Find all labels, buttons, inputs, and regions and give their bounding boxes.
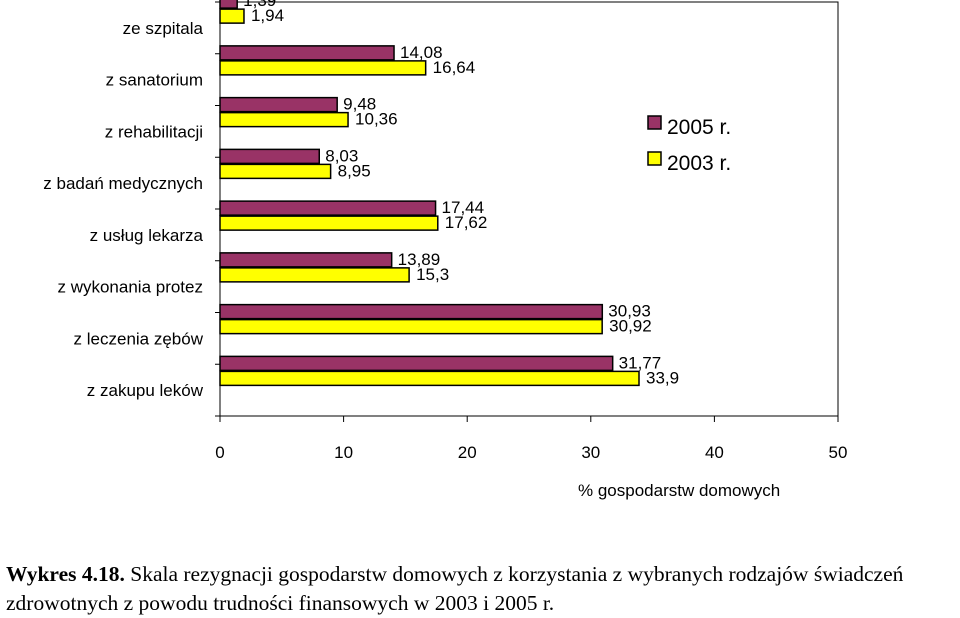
bar xyxy=(219,111,349,128)
caption-number: Wykres 4.18. xyxy=(6,562,125,586)
legend-label-2005: 2005 r. xyxy=(667,116,731,139)
data-label: 31,77 xyxy=(619,353,662,372)
category-label: z zakupu leków xyxy=(87,381,204,400)
category-label: z rehabilitacji xyxy=(105,122,203,141)
bar xyxy=(219,252,393,268)
legend-label-2003: 2003 r. xyxy=(667,152,731,175)
bar xyxy=(219,303,604,320)
legend: 2005 r. 2003 r. xyxy=(647,115,731,175)
bar xyxy=(219,96,338,113)
x-tick-label: 30 xyxy=(581,443,600,462)
x-tick-label: 40 xyxy=(705,443,724,462)
bar xyxy=(219,8,245,24)
data-label: 1,39 xyxy=(243,0,276,10)
bar xyxy=(219,267,410,283)
legend-swatch-2005 xyxy=(647,115,662,130)
category-label: z usług lekarza xyxy=(90,226,204,245)
legend-swatch-2003 xyxy=(647,151,662,166)
category-label: z sanatorium xyxy=(106,71,203,90)
x-axis-label: % gospodarstw domowych xyxy=(578,481,780,500)
bar xyxy=(219,318,603,335)
axis-layer: ze szpitala z sanatorium z rehabilitacji z … xyxy=(43,1,848,462)
figure-caption: Wykres 4.18. Skala rezygnacji gospodarst… xyxy=(6,560,956,618)
bar xyxy=(219,370,640,387)
bar xyxy=(219,45,395,61)
x-tick-label: 50 xyxy=(829,443,848,462)
data-label: 33,9 xyxy=(646,368,679,387)
data-label: 30,93 xyxy=(608,302,651,321)
data-label: 14,08 xyxy=(400,43,443,62)
data-label: 17,62 xyxy=(445,213,488,232)
data-label: 16,64 xyxy=(433,58,476,77)
data-label: 9,48 xyxy=(343,95,376,114)
bar xyxy=(219,0,238,9)
data-label: 15,3 xyxy=(416,265,449,284)
bar xyxy=(219,200,437,216)
caption-text: Skala rezygnacji gospodarstw domowych z … xyxy=(6,562,904,615)
category-label: z leczenia zębów xyxy=(74,329,204,348)
data-label: 30,92 xyxy=(609,317,652,336)
data-label: 13,89 xyxy=(398,250,441,269)
bar xyxy=(219,60,427,76)
x-tick-label: 0 xyxy=(215,443,224,462)
bars-layer xyxy=(219,0,640,387)
x-tick-label: 20 xyxy=(458,443,477,462)
bar xyxy=(219,355,614,372)
category-label: ze szpitala xyxy=(123,19,204,38)
bar xyxy=(219,215,439,231)
data-label: 8,03 xyxy=(325,146,358,165)
category-label: z wykonania protez xyxy=(57,278,203,297)
category-label: z badań medycznych xyxy=(43,174,203,193)
data-label: 10,36 xyxy=(355,110,398,129)
bar xyxy=(219,148,321,165)
data-label: 1,94 xyxy=(251,6,284,25)
x-tick-label: 10 xyxy=(334,443,353,462)
data-label: 17,44 xyxy=(442,198,485,217)
bar xyxy=(219,163,332,180)
data-label: 8,95 xyxy=(338,161,371,180)
